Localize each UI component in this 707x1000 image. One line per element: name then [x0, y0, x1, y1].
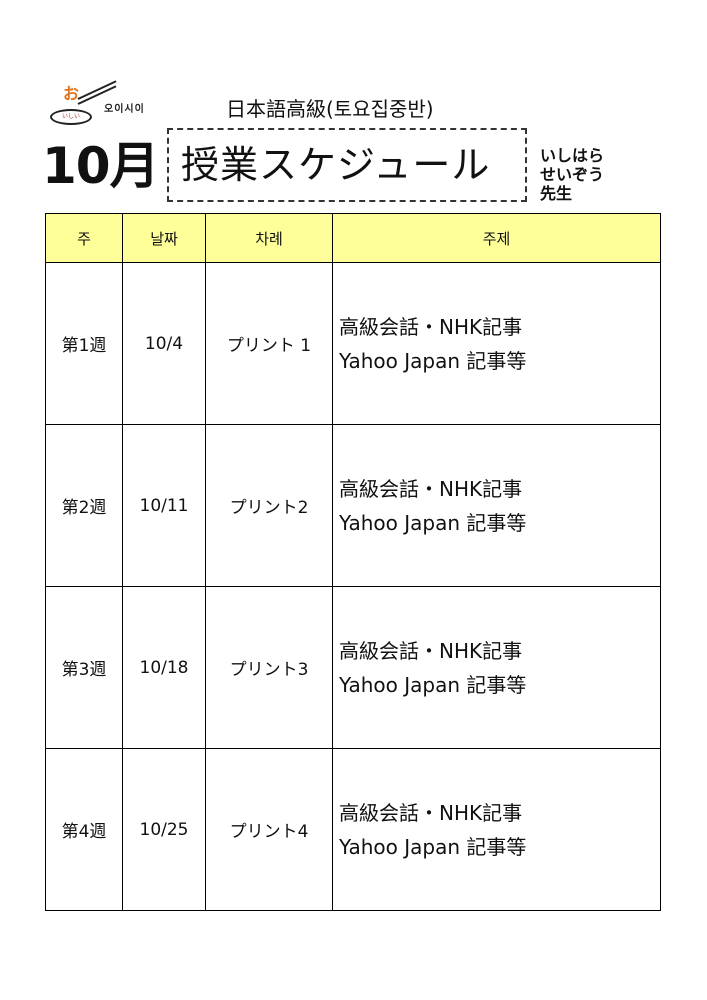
topic-line: 高級会話・NHK記事 [339, 638, 523, 663]
subtitle: 日本語高級(토요집중반) [226, 97, 434, 121]
date-cell: 10/25 [122, 748, 206, 911]
header-topic: 주제 [332, 213, 661, 263]
teacher-line: 先生 [540, 184, 573, 203]
topic-cell: 高級会話・NHK記事 Yahoo Japan 記事等 [332, 424, 661, 587]
table-row: 第4週 10/25 プリント4 高級会話・NHK記事 Yahoo Japan 記事… [45, 748, 661, 911]
page-title: 授業スケジュール [167, 128, 527, 202]
date-cell: 10/11 [122, 424, 206, 587]
topic-line: Yahoo Japan 記事等 [339, 348, 527, 373]
schedule-table: 주 날짜 차례 주제 第1週 10/4 プリント 1 高級会話・NHK記事 Yah… [45, 213, 661, 911]
week-cell: 第3週 [45, 586, 123, 749]
teacher-line: いしはら [540, 146, 605, 165]
logo-ellipse: いしい [50, 109, 92, 125]
week-cell: 第4週 [45, 748, 123, 911]
table-row: 第1週 10/4 プリント 1 高級会話・NHK記事 Yahoo Japan 記事… [45, 262, 661, 425]
week-cell: 第1週 [45, 262, 123, 425]
table-header-row: 주 날짜 차례 주제 [45, 213, 661, 263]
teacher-line: せいぞう [540, 165, 605, 184]
week-cell: 第2週 [45, 424, 123, 587]
header-material: 차례 [205, 213, 333, 263]
header-date: 날짜 [122, 213, 206, 263]
topic-cell: 高級会話・NHK記事 Yahoo Japan 記事等 [332, 748, 661, 911]
date-cell: 10/4 [122, 262, 206, 425]
date-cell: 10/18 [122, 586, 206, 749]
topic-cell: 高級会話・NHK記事 Yahoo Japan 記事等 [332, 262, 661, 425]
month-label: 10月 [42, 137, 160, 195]
logo: お いしい 오이시이 [48, 80, 178, 126]
header-week: 주 [45, 213, 123, 263]
table-row: 第2週 10/11 プリント2 高級会話・NHK記事 Yahoo Japan 記事… [45, 424, 661, 587]
topic-line: Yahoo Japan 記事等 [339, 834, 527, 859]
table-row: 第3週 10/18 プリント3 高級会話・NHK記事 Yahoo Japan 記事… [45, 586, 661, 749]
material-cell: プリント3 [205, 586, 333, 749]
material-cell: プリント2 [205, 424, 333, 587]
topic-cell: 高級会話・NHK記事 Yahoo Japan 記事等 [332, 586, 661, 749]
material-cell: プリント4 [205, 748, 333, 911]
teacher-name: いしはら せいぞう 先生 [540, 146, 604, 203]
topic-line: Yahoo Japan 記事等 [339, 510, 527, 535]
topic-line: 高級会話・NHK記事 [339, 314, 523, 339]
logo-text: 오이시이 [104, 104, 145, 115]
topic-line: Yahoo Japan 記事等 [339, 672, 527, 697]
logo-mark: お [63, 84, 80, 103]
topic-line: 高級会話・NHK記事 [339, 800, 523, 825]
chopstick-icon [77, 80, 117, 100]
topic-line: 高級会話・NHK記事 [339, 476, 523, 501]
material-cell: プリント 1 [205, 262, 333, 425]
